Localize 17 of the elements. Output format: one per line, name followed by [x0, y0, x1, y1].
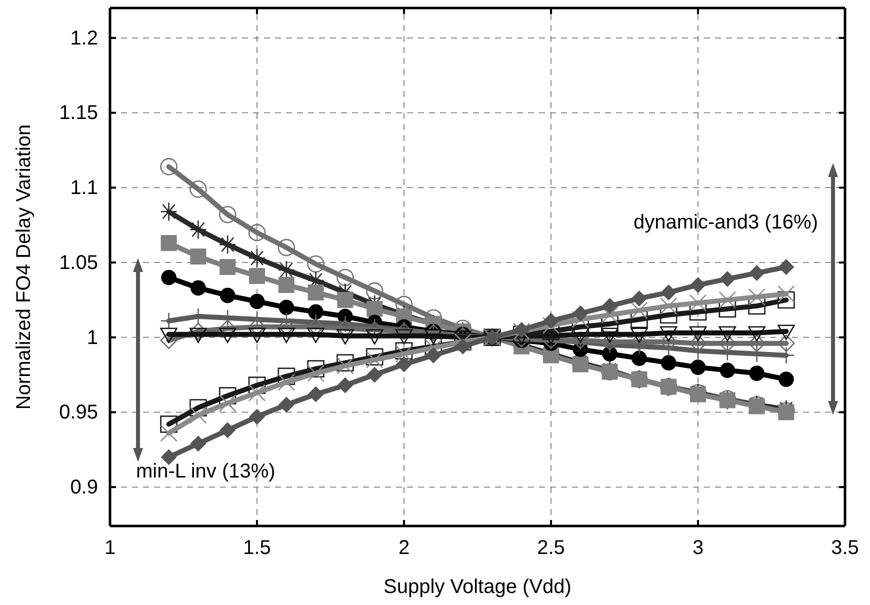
y-tick-label: 1.05 — [59, 252, 98, 274]
x-tick-label: 2.5 — [537, 537, 565, 560]
y-tick-label: 1.1 — [70, 177, 98, 200]
x-tick-label: 3 — [692, 537, 704, 560]
x-tick-label: 2 — [398, 537, 410, 560]
y-tick-label: 1 — [86, 326, 98, 349]
annotation: dynamic-and3 (16%) — [633, 211, 818, 234]
y-tick-label: 0.9 — [70, 476, 98, 498]
x-tick-label: 1.5 — [243, 537, 271, 560]
x-tick-label: 1 — [104, 537, 116, 560]
x-axis-title: Supply Voltage (Vdd) — [384, 576, 572, 598]
annotation: min-L inv (13%) — [136, 460, 276, 482]
y-tick-label: 0.95 — [59, 402, 98, 424]
x-tick-label: 3.5 — [831, 537, 859, 560]
y-tick-label: 1.2 — [70, 27, 98, 50]
y-axis-title: Normalized FO4 Delay Variation — [13, 124, 35, 410]
y-tick-label: 1.15 — [59, 102, 98, 124]
